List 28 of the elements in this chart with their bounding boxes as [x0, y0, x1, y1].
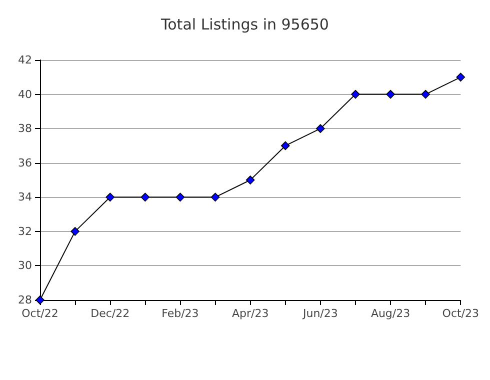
x-tick-label: Aug/23: [370, 307, 410, 320]
point: [316, 124, 325, 133]
x-tick-label: Oct/23: [442, 307, 480, 320]
point: [70, 227, 80, 236]
y-tick-label: 32: [18, 224, 32, 238]
point: [106, 192, 115, 202]
point: [456, 72, 466, 82]
x-tick-label: Dec/22: [90, 307, 130, 320]
point: [210, 192, 220, 202]
point: [386, 90, 395, 99]
x-tick-label: Feb/23: [162, 307, 199, 320]
point: [351, 90, 360, 99]
y-tick-label: 28: [18, 294, 32, 306]
point: [140, 192, 150, 202]
point: [280, 141, 290, 150]
point: [176, 192, 185, 202]
point: [246, 176, 255, 184]
chart-title: Total Listings in 95650: [160, 16, 329, 34]
y-tick-label: 40: [18, 88, 32, 101]
x-tick-label: Oct/22: [22, 307, 58, 320]
y-tick-label: 42: [18, 54, 32, 66]
point: [421, 90, 430, 99]
x-tick-label: Apr/23: [232, 307, 269, 320]
y-tick-label: 38: [18, 122, 32, 136]
y-tick-label: 34: [18, 190, 32, 204]
x-tick-label: Jun/23: [302, 307, 338, 320]
y-tick-label: 30: [18, 259, 32, 272]
y-tick-label: 36: [18, 156, 32, 170]
